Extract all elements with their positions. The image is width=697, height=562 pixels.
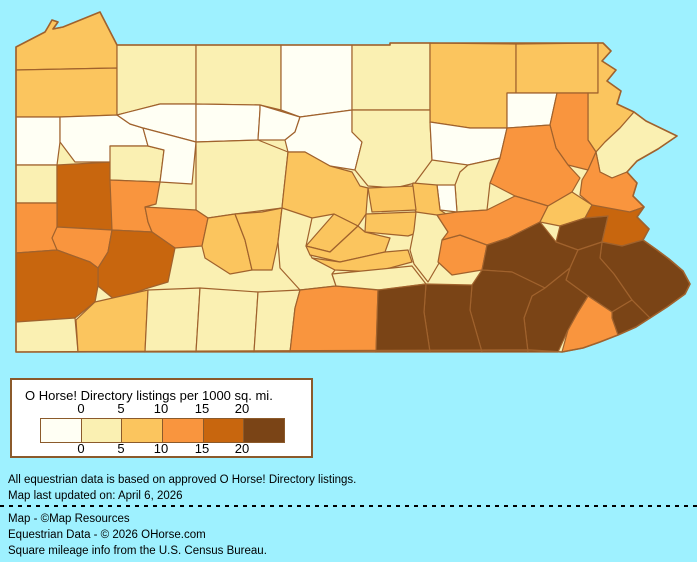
legend-swatch-1 bbox=[81, 419, 123, 442]
legend-swatch-3 bbox=[163, 419, 204, 442]
legend-swatch-5 bbox=[244, 419, 285, 442]
mileage-credit: Square mileage info from the U.S. Census… bbox=[8, 545, 267, 557]
county-lycoming bbox=[351, 109, 433, 189]
county-juniata bbox=[305, 225, 391, 263]
updated-note: Map last updated on: April 6, 2026 bbox=[8, 490, 183, 502]
county-clearfield bbox=[195, 139, 289, 219]
county-blair bbox=[234, 207, 283, 271]
tick-label-20: 20 bbox=[234, 401, 250, 416]
legend-swatch-2 bbox=[122, 419, 164, 442]
county-mercer bbox=[15, 116, 61, 166]
county-clarion bbox=[109, 145, 165, 183]
county-tioga bbox=[351, 42, 431, 111]
county-butler bbox=[56, 161, 113, 231]
tick-label-5: 5 bbox=[117, 401, 125, 416]
county-crawford bbox=[15, 67, 118, 118]
tick-label-15: 15 bbox=[194, 401, 210, 416]
tick-label-15: 15 bbox=[194, 441, 210, 456]
data-source-note: All equestrian data is based on approved… bbox=[8, 474, 357, 486]
equestrian-credit: Equestrian Data - © 2026 OHorse.com bbox=[8, 529, 206, 541]
county-union bbox=[367, 185, 417, 213]
map-credit: Map - ©Map Resources bbox=[8, 513, 130, 525]
county-susquehanna bbox=[515, 42, 599, 94]
state-outline bbox=[15, 11, 691, 353]
county-bedford bbox=[195, 287, 259, 353]
county-perry bbox=[311, 249, 413, 273]
county-erie bbox=[15, 11, 118, 71]
county-potter bbox=[280, 44, 353, 118]
county-franklin bbox=[289, 285, 379, 353]
legend-title: O Horse! Directory listings per 1000 sq.… bbox=[25, 388, 273, 403]
legend-scale-bottom: 0 5 10 15 20 bbox=[12, 441, 311, 456]
tick-label-5: 5 bbox=[117, 441, 125, 456]
tick-label-20: 20 bbox=[234, 441, 250, 456]
county-beaver bbox=[15, 202, 58, 254]
dashed-separator bbox=[0, 505, 697, 507]
county-elk bbox=[195, 103, 261, 143]
county-adams bbox=[375, 283, 431, 353]
county-somerset bbox=[144, 287, 201, 353]
tick-label-10: 10 bbox=[153, 401, 169, 416]
legend-color-ramp bbox=[40, 418, 285, 443]
legend-swatch-0 bbox=[41, 419, 82, 442]
tick-label-0: 0 bbox=[77, 401, 85, 416]
pennsylvania-county-choropleth bbox=[15, 11, 691, 353]
tick-label-0: 0 bbox=[77, 441, 85, 456]
county-lawrence bbox=[15, 164, 58, 204]
tick-label-10: 10 bbox=[153, 441, 169, 456]
county-wyoming bbox=[506, 92, 558, 129]
county-greene bbox=[15, 317, 79, 353]
county-mckean bbox=[195, 44, 282, 111]
legend-swatch-4 bbox=[203, 419, 245, 442]
county-bradford bbox=[429, 42, 517, 129]
legend-scale-top: 0 5 10 15 20 bbox=[12, 401, 311, 416]
legend-box: O Horse! Directory listings per 1000 sq.… bbox=[10, 378, 313, 458]
